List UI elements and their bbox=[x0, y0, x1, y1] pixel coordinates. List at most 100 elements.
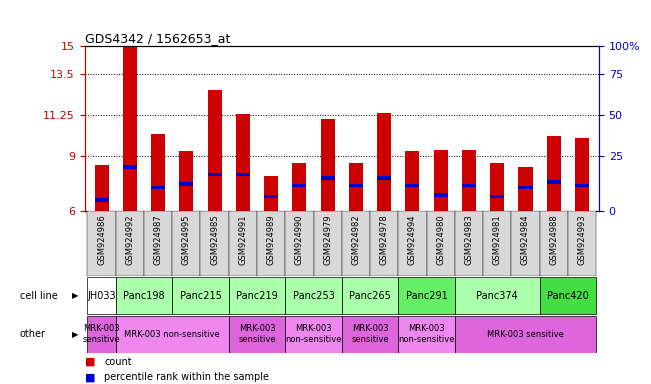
Bar bbox=[116, 316, 229, 353]
Text: ▶: ▶ bbox=[72, 291, 78, 300]
Bar bbox=[377, 176, 391, 180]
Bar bbox=[462, 184, 476, 187]
Bar bbox=[540, 211, 568, 276]
Bar bbox=[292, 184, 307, 187]
Bar bbox=[173, 277, 229, 314]
Bar bbox=[455, 316, 596, 353]
Bar bbox=[264, 176, 278, 211]
Bar bbox=[426, 211, 455, 276]
Text: MRK-003
sensitive: MRK-003 sensitive bbox=[83, 324, 120, 344]
Bar bbox=[511, 211, 540, 276]
Text: GSM924992: GSM924992 bbox=[126, 214, 134, 265]
Bar bbox=[116, 211, 144, 276]
Bar bbox=[87, 277, 116, 314]
Text: Panc291: Panc291 bbox=[406, 291, 447, 301]
Bar bbox=[398, 316, 455, 353]
Bar bbox=[123, 46, 137, 211]
Bar bbox=[179, 151, 193, 211]
Bar bbox=[87, 316, 116, 353]
Text: GSM924982: GSM924982 bbox=[352, 214, 361, 265]
Bar bbox=[285, 316, 342, 353]
Bar bbox=[342, 316, 398, 353]
Bar bbox=[398, 277, 455, 314]
Text: GSM924993: GSM924993 bbox=[577, 214, 587, 265]
Bar bbox=[236, 173, 250, 176]
Bar bbox=[257, 211, 285, 276]
Bar bbox=[320, 119, 335, 211]
Bar bbox=[151, 185, 165, 189]
Bar bbox=[144, 211, 173, 276]
Bar bbox=[370, 211, 398, 276]
Bar bbox=[455, 277, 540, 314]
Text: GSM924989: GSM924989 bbox=[267, 214, 275, 265]
Bar bbox=[87, 211, 116, 276]
Text: GSM924979: GSM924979 bbox=[323, 214, 332, 265]
Text: GSM924987: GSM924987 bbox=[154, 214, 163, 265]
Text: GSM924994: GSM924994 bbox=[408, 214, 417, 265]
Bar bbox=[518, 185, 533, 189]
Text: JH033: JH033 bbox=[87, 291, 116, 301]
Text: MRK-003
non-sensitive: MRK-003 non-sensitive bbox=[398, 324, 455, 344]
Text: cell line: cell line bbox=[20, 291, 57, 301]
Text: GSM924990: GSM924990 bbox=[295, 214, 304, 265]
Bar bbox=[490, 164, 505, 211]
Text: MRK-003 non-sensitive: MRK-003 non-sensitive bbox=[124, 329, 220, 339]
Bar bbox=[314, 211, 342, 276]
Bar bbox=[575, 138, 589, 211]
Bar bbox=[540, 277, 596, 314]
Bar bbox=[116, 277, 173, 314]
Text: percentile rank within the sample: percentile rank within the sample bbox=[104, 372, 269, 382]
Text: GSM924988: GSM924988 bbox=[549, 214, 558, 265]
Bar bbox=[292, 164, 307, 211]
Text: GSM924985: GSM924985 bbox=[210, 214, 219, 265]
Bar bbox=[349, 164, 363, 211]
Bar bbox=[208, 173, 222, 176]
Text: MRK-003
non-sensitive: MRK-003 non-sensitive bbox=[285, 324, 342, 344]
Bar bbox=[547, 136, 561, 211]
Bar bbox=[462, 150, 476, 211]
Bar bbox=[229, 211, 257, 276]
Bar bbox=[151, 134, 165, 211]
Bar bbox=[575, 184, 589, 187]
Text: MRK-003
sensitive: MRK-003 sensitive bbox=[352, 324, 389, 344]
Bar bbox=[406, 184, 419, 187]
Text: Panc265: Panc265 bbox=[349, 291, 391, 301]
Text: Panc219: Panc219 bbox=[236, 291, 278, 301]
Text: GSM924978: GSM924978 bbox=[380, 214, 389, 265]
Bar bbox=[568, 211, 596, 276]
Text: Panc420: Panc420 bbox=[547, 291, 589, 301]
Bar bbox=[377, 113, 391, 211]
Text: Panc198: Panc198 bbox=[123, 291, 165, 301]
Text: GDS4342 / 1562653_at: GDS4342 / 1562653_at bbox=[85, 32, 230, 45]
Bar bbox=[483, 211, 511, 276]
Text: other: other bbox=[20, 329, 46, 339]
Text: count: count bbox=[104, 357, 132, 367]
Bar bbox=[349, 184, 363, 187]
Bar bbox=[285, 211, 314, 276]
Bar bbox=[94, 166, 109, 211]
Bar bbox=[179, 182, 193, 185]
Text: ▶: ▶ bbox=[72, 329, 78, 339]
Bar bbox=[236, 114, 250, 211]
Bar bbox=[547, 180, 561, 184]
Text: MRK-003 sensitive: MRK-003 sensitive bbox=[487, 329, 564, 339]
Text: GSM924983: GSM924983 bbox=[464, 214, 473, 265]
Text: ■: ■ bbox=[85, 357, 95, 367]
Bar bbox=[201, 211, 229, 276]
Bar bbox=[173, 211, 201, 276]
Bar bbox=[434, 150, 448, 211]
Text: GSM924991: GSM924991 bbox=[238, 214, 247, 265]
Bar bbox=[285, 277, 342, 314]
Bar bbox=[229, 316, 285, 353]
Text: Panc374: Panc374 bbox=[477, 291, 518, 301]
Text: Panc253: Panc253 bbox=[292, 291, 335, 301]
Bar bbox=[434, 193, 448, 197]
Bar bbox=[208, 90, 222, 211]
Text: Panc215: Panc215 bbox=[180, 291, 221, 301]
Bar bbox=[398, 211, 426, 276]
Bar bbox=[94, 199, 109, 202]
Text: GSM924980: GSM924980 bbox=[436, 214, 445, 265]
Text: GSM924981: GSM924981 bbox=[493, 214, 502, 265]
Bar bbox=[342, 211, 370, 276]
Text: ■: ■ bbox=[85, 372, 95, 382]
